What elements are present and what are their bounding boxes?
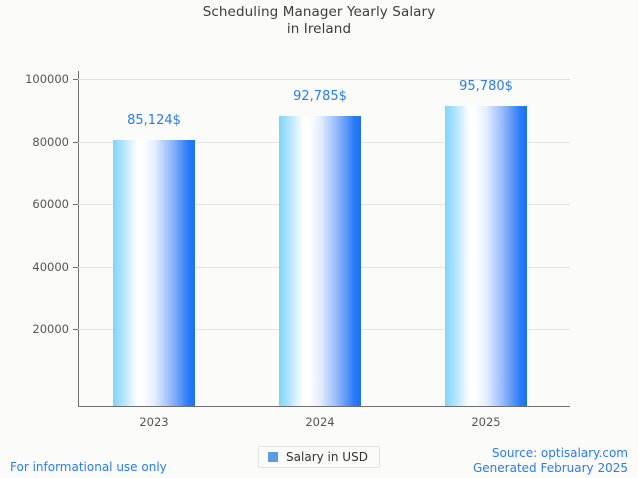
footer-disclaimer: For informational use only [10, 460, 167, 474]
chart-title: Scheduling Manager Yearly Salary in Irel… [0, 4, 638, 38]
tick-mark [73, 204, 78, 206]
tick-mark [73, 266, 78, 268]
y-axis-tick-label: 20000 [32, 322, 69, 337]
chart-legend[interactable]: Salary in USD [258, 446, 380, 468]
y-axis-tick-label: 40000 [32, 259, 69, 274]
legend-swatch-icon [268, 452, 279, 462]
chart-title-line-2: in Ireland [286, 21, 352, 37]
gridline [78, 79, 570, 80]
bar-value-label: 85,124$ [127, 112, 181, 128]
footer-source: Source: optisalary.com [491, 446, 628, 460]
y-axis-line [78, 71, 79, 407]
tick-mark [73, 79, 78, 80]
y-axis-tick-label: 100000 [25, 72, 69, 86]
x-axis-category-label: 2024 [305, 415, 335, 429]
footer-source-block: Source: optisalary.com Generated Februar… [473, 446, 628, 476]
bar-2025[interactable]: 95,780$ 2025 [445, 79, 527, 429]
y-axis-tick-label: 60000 [32, 197, 69, 212]
tick-mark [73, 329, 78, 331]
y-axis-tick-label: 80000 [32, 134, 69, 149]
footer-generated-date: Generated February 2025 [472, 461, 628, 475]
x-axis-line [78, 406, 570, 407]
bar-value-label: 95,780$ [459, 79, 513, 95]
chart-title-line-1: Scheduling Manager Yearly Salary [202, 4, 436, 20]
tick-mark [73, 141, 78, 143]
plot-area: 100000 80000 60000 40000 20000 85,124$ 2… [25, 71, 570, 429]
legend-item-label: Salary in USD [286, 450, 368, 464]
x-axis-category-label: 2025 [471, 415, 501, 429]
bar-2024[interactable]: 92,785$ 2024 [279, 89, 361, 429]
bar-value-label: 92,785$ [293, 88, 347, 104]
x-axis-category-label: 2023 [139, 415, 169, 429]
bar-2023[interactable]: 85,124$ 2023 [113, 113, 195, 429]
